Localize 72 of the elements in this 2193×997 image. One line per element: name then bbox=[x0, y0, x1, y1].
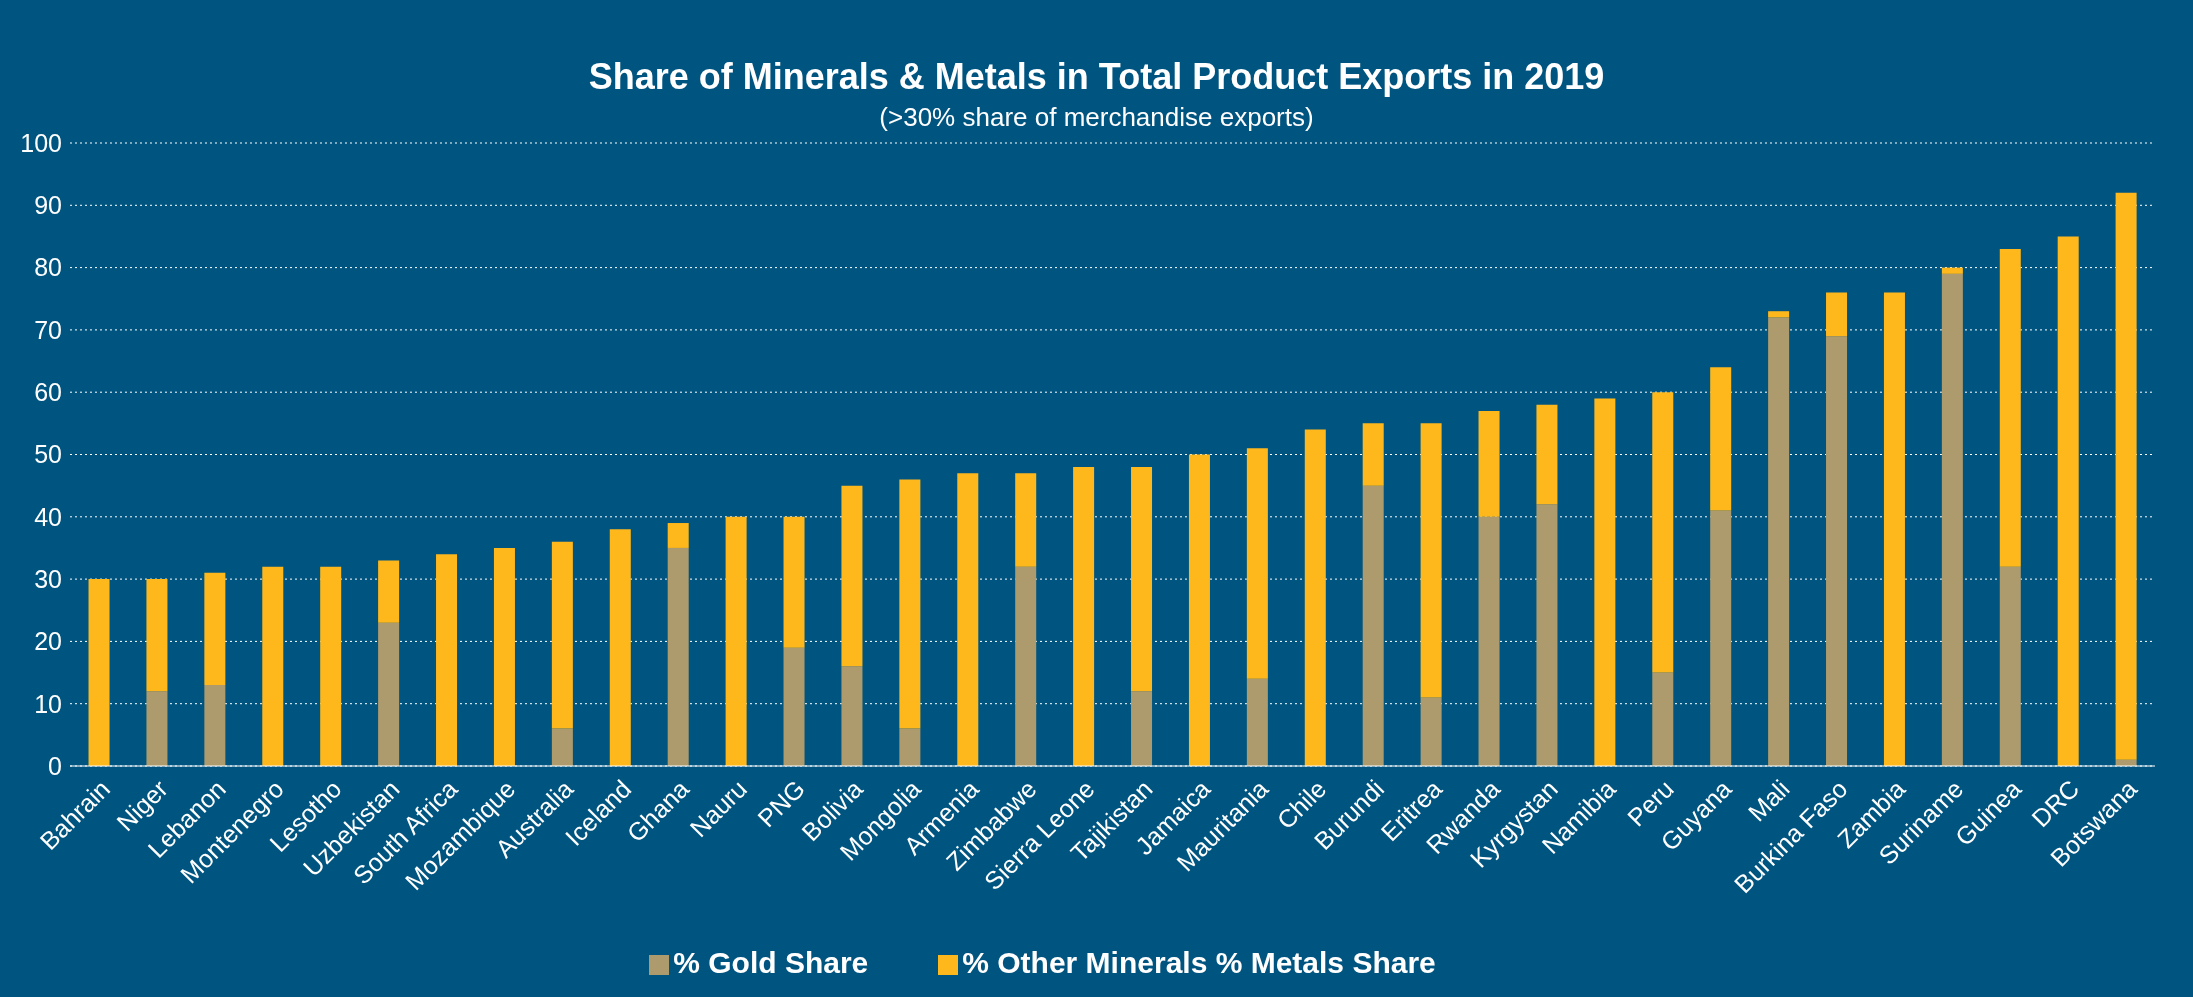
bar bbox=[262, 566, 284, 766]
bar bbox=[841, 485, 863, 667]
bar bbox=[493, 547, 515, 766]
bar bbox=[378, 622, 400, 766]
y-tick-label: 30 bbox=[34, 564, 62, 593]
bar bbox=[783, 516, 805, 648]
bar bbox=[1536, 504, 1558, 766]
bar bbox=[1478, 516, 1500, 766]
y-tick-label: 50 bbox=[34, 440, 62, 469]
bar bbox=[88, 579, 110, 766]
bar bbox=[1073, 466, 1095, 766]
bar bbox=[1131, 691, 1153, 766]
bar bbox=[1478, 410, 1500, 517]
bar bbox=[1999, 566, 2021, 766]
bar bbox=[2057, 236, 2079, 766]
bar bbox=[1941, 273, 1963, 766]
bar bbox=[1883, 292, 1905, 766]
bar bbox=[1015, 566, 1037, 766]
bar bbox=[1362, 485, 1384, 766]
chart-subtitle: (>30% share of merchandise exports) bbox=[879, 102, 1314, 132]
bar bbox=[609, 529, 631, 766]
bar bbox=[667, 523, 689, 548]
bar bbox=[551, 728, 573, 766]
bar bbox=[204, 572, 226, 686]
legend-label: % Gold Share bbox=[673, 946, 869, 979]
bar bbox=[1768, 311, 1790, 318]
bar bbox=[899, 728, 921, 766]
bar bbox=[1362, 423, 1384, 486]
bar bbox=[1768, 317, 1790, 766]
y-tick-label: 100 bbox=[20, 128, 62, 157]
bar bbox=[436, 554, 458, 766]
bar bbox=[667, 547, 689, 766]
bar bbox=[378, 560, 400, 623]
legend-label: % Other Minerals % Metals Share bbox=[962, 946, 1436, 979]
bar bbox=[551, 541, 573, 729]
y-tick-label: 60 bbox=[34, 378, 62, 407]
bar bbox=[957, 473, 979, 766]
y-tick-label: 20 bbox=[34, 627, 62, 656]
y-tick-label: 40 bbox=[34, 502, 62, 531]
y-tick-label: 10 bbox=[34, 689, 62, 718]
bar bbox=[1652, 392, 1674, 673]
chart-title: Share of Minerals & Metals in Total Product Exports in 2019 bbox=[587, 56, 1606, 98]
bar bbox=[1015, 473, 1037, 567]
y-tick-label: 80 bbox=[34, 253, 62, 282]
bar bbox=[1941, 267, 1963, 274]
bar bbox=[1420, 697, 1442, 766]
bar bbox=[1710, 367, 1732, 511]
bar bbox=[146, 691, 168, 766]
bar bbox=[1594, 398, 1616, 766]
bar bbox=[1304, 429, 1326, 766]
bar bbox=[1188, 454, 1210, 766]
y-tick-label: 90 bbox=[34, 191, 62, 220]
bar bbox=[1420, 423, 1442, 698]
bar bbox=[2115, 192, 2137, 760]
bar bbox=[146, 579, 168, 692]
bar bbox=[1710, 510, 1732, 766]
bar bbox=[1652, 672, 1674, 766]
bar bbox=[1826, 336, 1848, 766]
y-tick-label: 0 bbox=[48, 751, 62, 780]
bar bbox=[783, 647, 805, 766]
bar bbox=[1826, 292, 1848, 337]
bar bbox=[841, 666, 863, 766]
bar bbox=[725, 516, 747, 766]
bar bbox=[320, 566, 342, 766]
bar bbox=[1246, 678, 1268, 766]
bar bbox=[1246, 448, 1268, 679]
bar bbox=[1536, 404, 1558, 505]
bar bbox=[204, 685, 226, 766]
y-tick-label: 70 bbox=[34, 315, 62, 344]
bar bbox=[1131, 466, 1153, 692]
bar bbox=[899, 479, 921, 729]
bar bbox=[1999, 248, 2021, 567]
